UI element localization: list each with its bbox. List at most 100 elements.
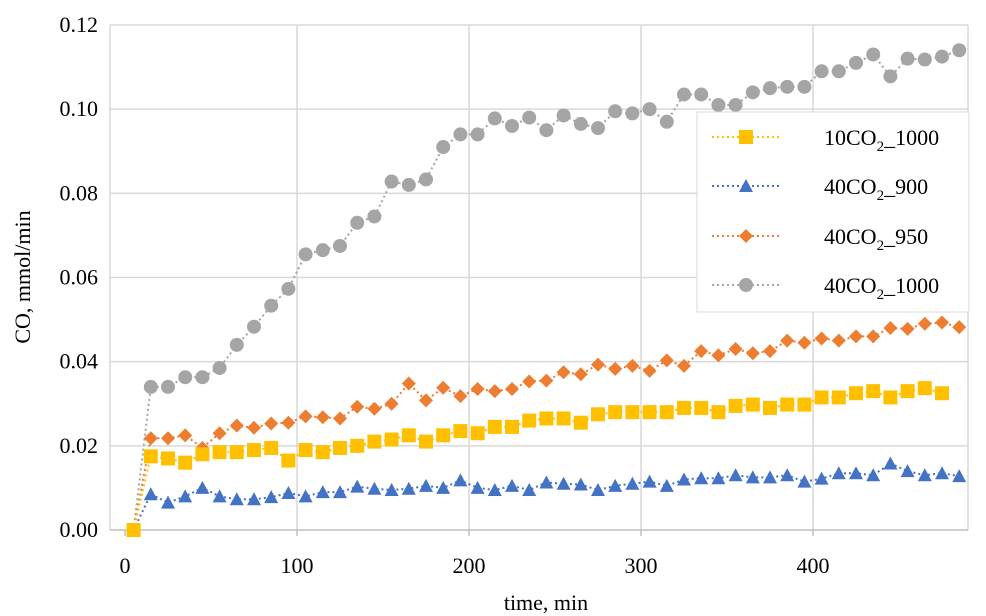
axes [109, 25, 968, 536]
data-point [866, 329, 881, 344]
x-tick-label: 0 [120, 553, 131, 578]
data-point [625, 476, 640, 490]
data-point [178, 489, 193, 503]
data-point [780, 79, 795, 94]
grid [110, 24, 969, 530]
data-point [161, 451, 175, 466]
legend-item-10CO2_1000: 10CO2_1000 [712, 125, 939, 155]
data-point [797, 335, 812, 350]
data-point [384, 174, 399, 189]
data-point [229, 418, 244, 433]
data-point [797, 474, 812, 488]
data-point [608, 104, 623, 119]
data-point [866, 47, 881, 62]
data-point [298, 247, 313, 262]
data-point [401, 428, 416, 443]
data-point [780, 468, 795, 482]
data-point [453, 473, 468, 487]
data-point [195, 447, 210, 462]
y-tick-label: 0.00 [60, 517, 99, 542]
data-point [505, 478, 519, 492]
data-point [866, 384, 881, 399]
data-point [143, 449, 158, 464]
data-point [487, 384, 502, 399]
data-point [952, 43, 967, 58]
data-point [229, 492, 244, 506]
data-point [247, 443, 261, 458]
data-point [539, 475, 554, 489]
data-point [711, 471, 726, 485]
data-point [900, 384, 915, 399]
data-point [573, 367, 588, 382]
data-point [900, 51, 915, 66]
legend-label: 40CO2_900 [824, 174, 928, 204]
data-point [763, 81, 777, 96]
data-point [350, 438, 365, 453]
data-point [694, 87, 709, 102]
data-point [642, 405, 657, 420]
data-point [247, 492, 261, 506]
data-point [281, 485, 296, 499]
data-point [367, 401, 382, 416]
data-point [797, 79, 812, 94]
data-point [659, 405, 674, 420]
legend-item-40CO2_950: 40CO2_950 [712, 224, 928, 254]
data-point [591, 483, 605, 497]
data-point [264, 298, 279, 313]
data-point [608, 478, 623, 492]
data-point [831, 333, 846, 348]
data-point [556, 365, 571, 380]
data-point [556, 411, 571, 426]
data-point [883, 390, 898, 405]
data-point [453, 424, 468, 439]
data-point [453, 127, 468, 142]
data-point [625, 106, 640, 121]
data-point [814, 64, 829, 79]
y-axis-title: CO, mmol/min [10, 210, 35, 343]
data-point [350, 399, 365, 414]
data-point [711, 97, 726, 112]
data-point [212, 489, 227, 503]
data-point [573, 415, 588, 430]
data-point [831, 390, 846, 405]
data-point [745, 470, 760, 484]
data-point [591, 407, 605, 422]
data-point [883, 456, 898, 470]
series-40CO2_900 [126, 456, 967, 536]
data-point [608, 361, 623, 376]
data-point [384, 396, 399, 411]
x-tick-label: 100 [281, 553, 314, 578]
series-10CO2_1000 [126, 381, 949, 537]
data-point [505, 119, 519, 133]
data-point [367, 209, 382, 224]
data-point [728, 398, 743, 413]
data-point [883, 69, 898, 84]
data-point [298, 489, 313, 503]
data-point [367, 481, 382, 495]
legend-box [696, 111, 970, 313]
legend-item-40CO2_900: 40CO2_900 [712, 174, 928, 204]
data-point [333, 440, 347, 455]
data-point [831, 466, 846, 480]
data-point [814, 331, 829, 346]
data-point [917, 52, 932, 67]
data-point [436, 140, 451, 155]
legend-label: 40CO2_950 [824, 224, 928, 254]
data-point [539, 373, 554, 388]
data-point [436, 480, 451, 494]
data-point [917, 381, 932, 396]
data-point [728, 342, 743, 357]
data-point [659, 478, 674, 492]
data-point [229, 445, 244, 460]
data-point [539, 123, 554, 138]
data-point [487, 419, 502, 434]
data-point [780, 333, 795, 348]
data-point [419, 434, 433, 449]
series-40CO2_1000 [126, 43, 967, 537]
data-point [694, 471, 709, 485]
data-point [642, 363, 657, 378]
data-point [333, 411, 347, 426]
data-point [849, 329, 863, 344]
data-point [659, 114, 674, 129]
data-point [711, 405, 726, 420]
